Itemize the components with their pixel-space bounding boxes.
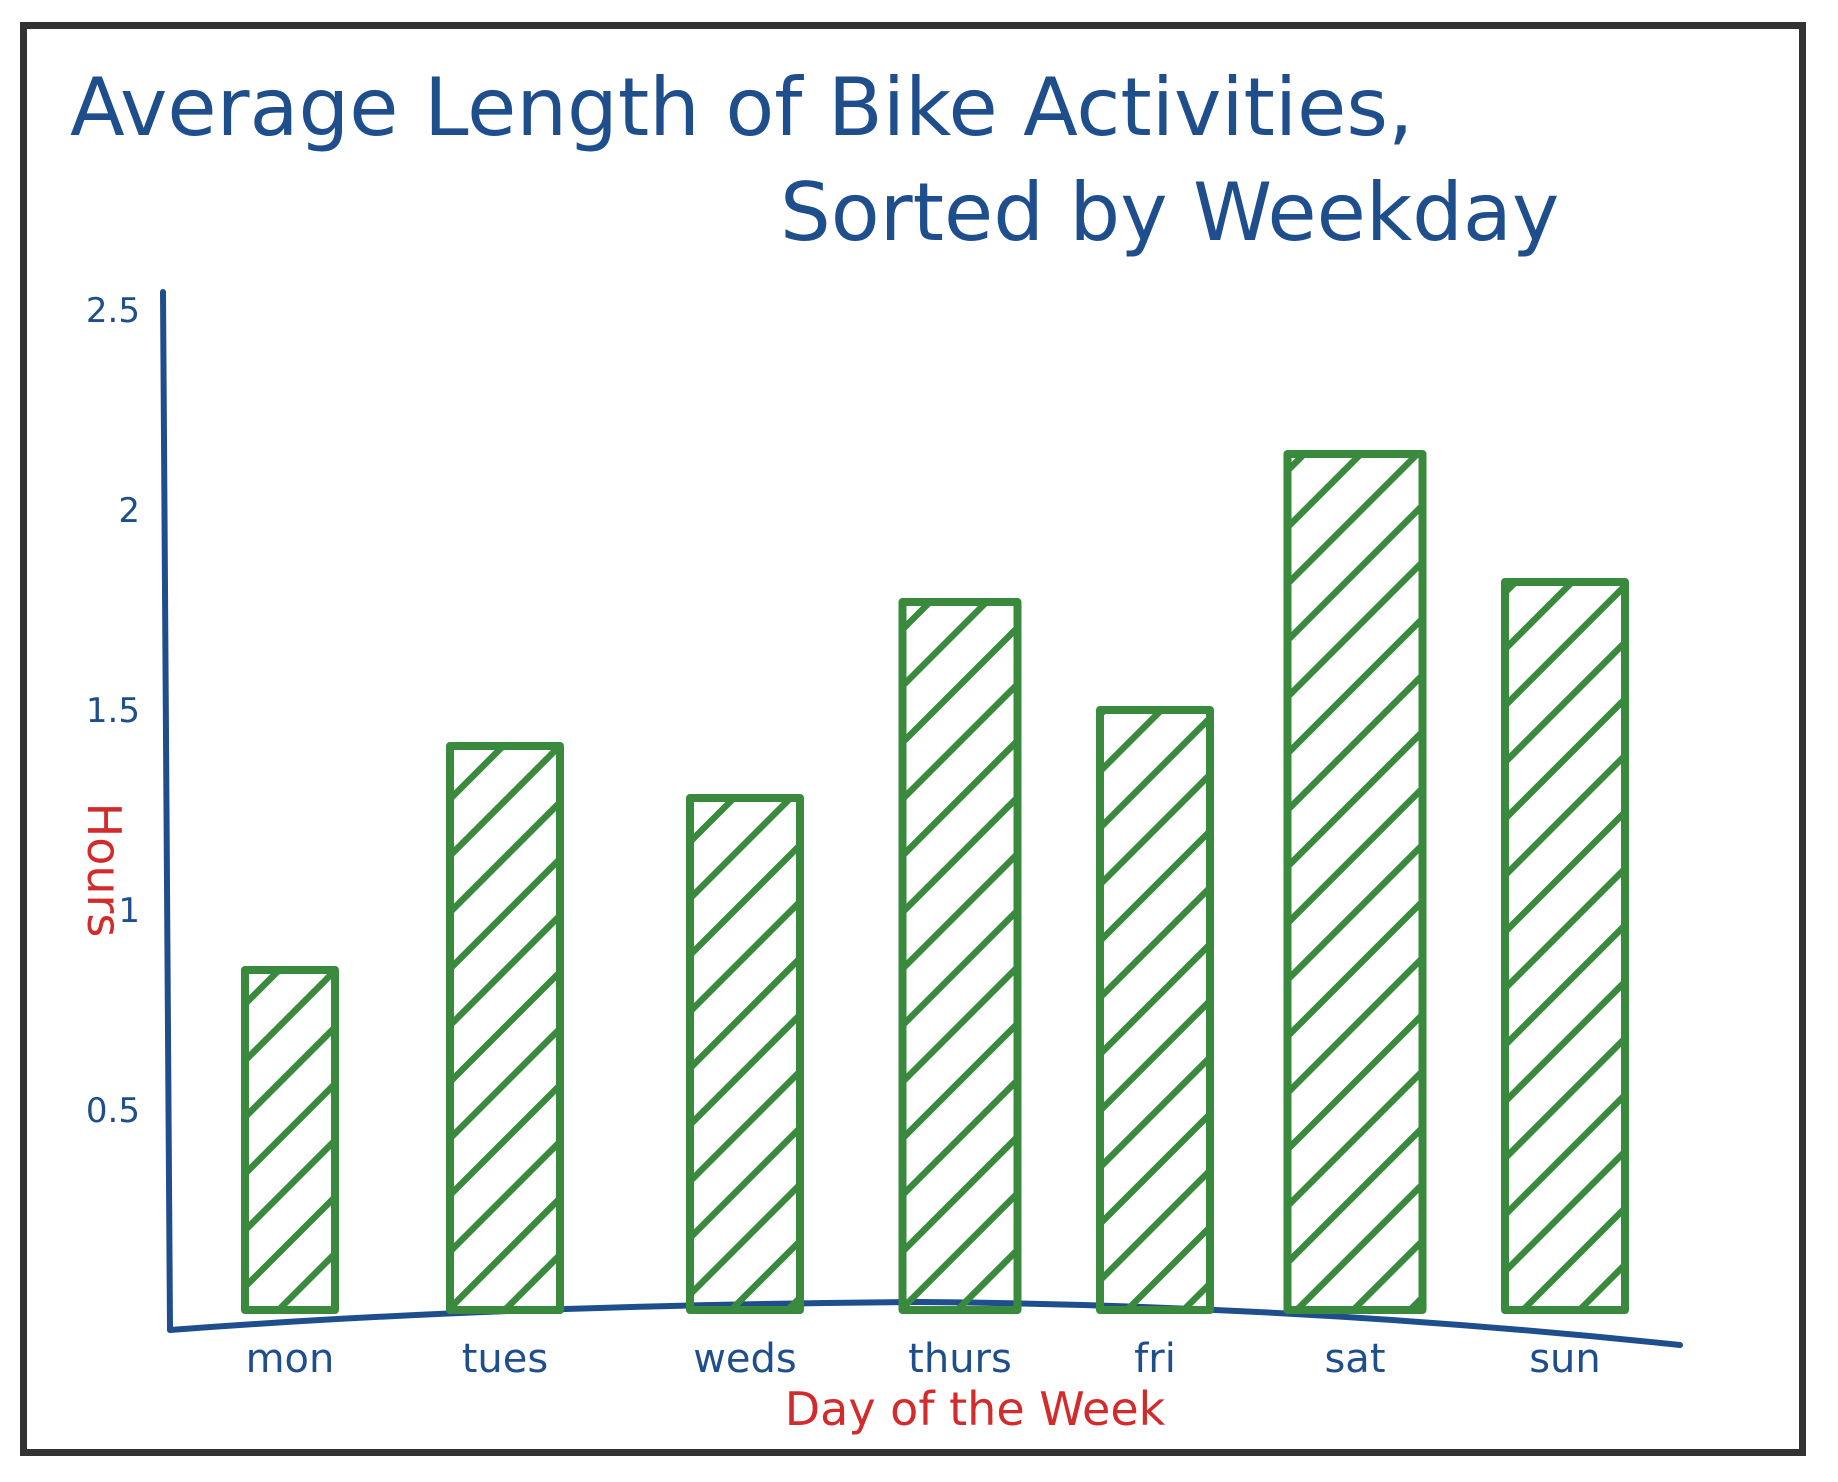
x-category-label: tues [462, 1336, 548, 1382]
chart-title-line-1: Average Length of Bike Activities, [70, 61, 1413, 154]
y-tick-label: 2 [118, 491, 140, 531]
bar-sun [1501, 578, 1629, 1314]
x-category-label: fri [1134, 1336, 1176, 1382]
x-category-label: sat [1324, 1336, 1385, 1382]
bar-fri [1096, 706, 1214, 1314]
x-category-label: mon [246, 1336, 335, 1382]
y-tick-label: 0.5 [86, 1091, 140, 1131]
y-tick-group: 0.5 1 1.5 2 2.5 [86, 291, 140, 1131]
bar-group [241, 450, 1629, 1314]
bar-sat [1283, 450, 1427, 1314]
x-category-label: sun [1529, 1336, 1601, 1382]
x-category-label: weds [693, 1336, 797, 1382]
y-tick-label: 2.5 [86, 291, 140, 331]
bar-thurs [898, 598, 1022, 1314]
x-axis-label: Day of the Week [785, 1382, 1166, 1436]
x-category-group: mon tues weds thurs fri sat sun [246, 1336, 1601, 1382]
y-axis-label: Hours [77, 803, 131, 938]
bar-weds [686, 794, 804, 1314]
bar-tues [446, 742, 564, 1314]
y-tick-label: 1.5 [86, 691, 140, 731]
y-axis-line [160, 289, 173, 1333]
chart-title-line-2: Sorted by Weekday [780, 166, 1559, 259]
bar-mon [241, 966, 339, 1314]
y-tick-label: 1 [118, 891, 140, 931]
x-category-label: thurs [908, 1336, 1012, 1382]
